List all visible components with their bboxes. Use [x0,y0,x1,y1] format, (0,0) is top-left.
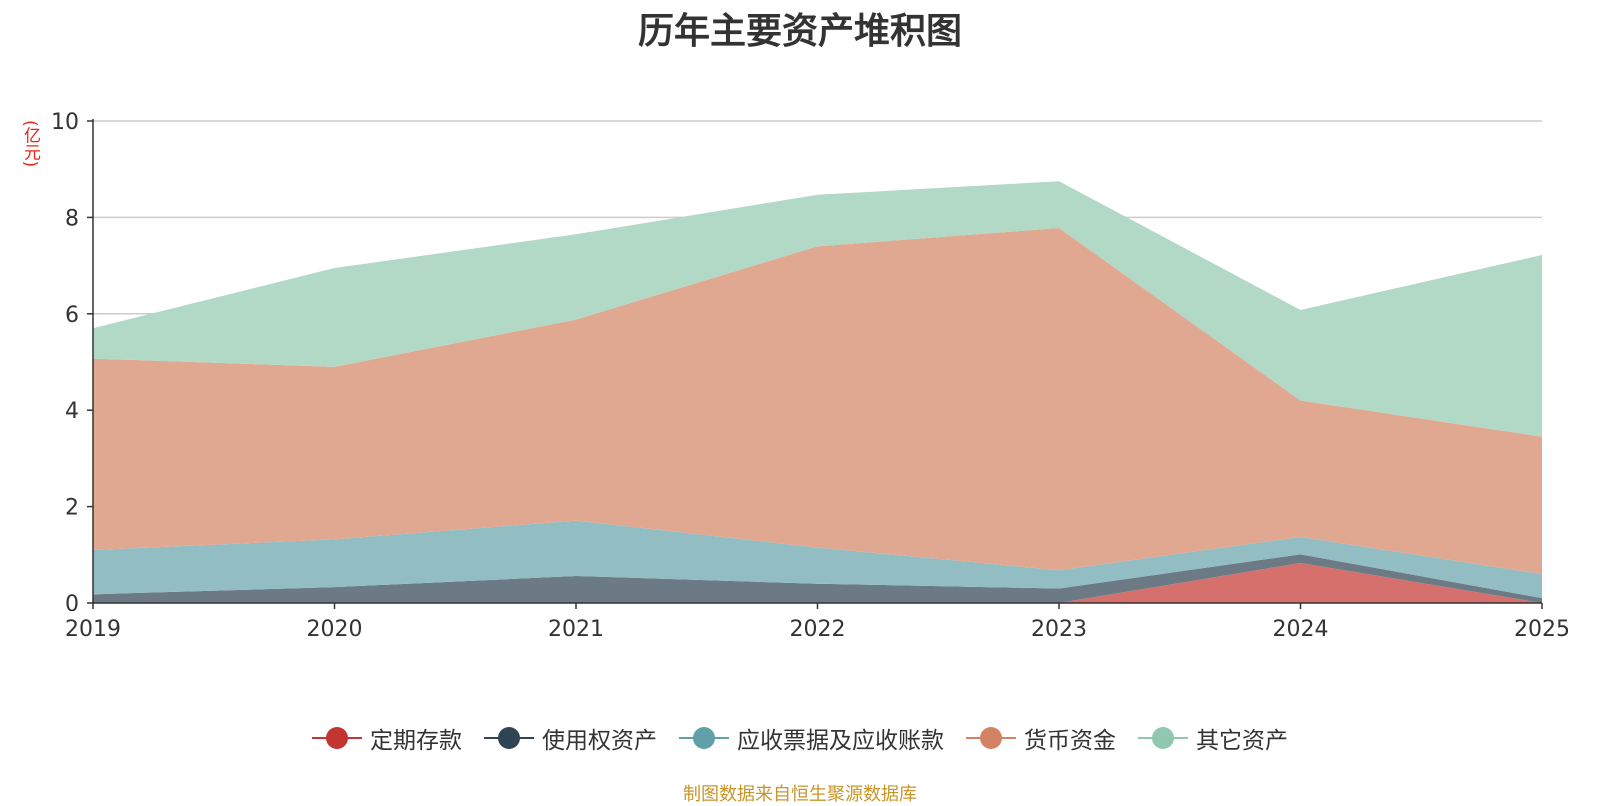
legend-item[interactable]: 使用权资产 [484,721,657,755]
legend-item[interactable]: 货币资金 [966,721,1116,755]
legend-label: 货币资金 [1024,728,1116,754]
area-series-2 [93,520,1542,599]
legend-marker-icon [312,727,362,749]
x-tick-label: 2025 [1514,617,1570,642]
area-series-0 [93,562,1542,603]
x-tick-label: 2023 [1031,617,1087,642]
y-tick-label: 10 [51,110,79,135]
legend-marker-icon [679,727,729,749]
legend-dot [326,727,348,749]
chart-title: 历年主要资产堆积图 [637,11,962,52]
legend-label: 应收票据及应收账款 [737,728,944,754]
x-tick-label: 2021 [548,617,604,642]
y-tick-label: 4 [65,399,79,424]
legend-dot [693,727,715,749]
x-tick-label: 2020 [307,617,363,642]
source-note: 制图数据来自恒生聚源数据库 [683,784,917,805]
legend-marker-icon [484,727,534,749]
legend: 定期存款 使用权资产 应收票据及应收账款 货币资金 其它资产 [0,718,1600,758]
x-tick-label: 2019 [65,617,121,642]
y-tick-label: 8 [65,206,79,231]
y-tick-label: 0 [65,592,79,617]
area-series-3 [93,228,1542,575]
x-tick-label: 2022 [790,617,846,642]
legend-marker-icon [1138,727,1188,749]
axes: 0 2 4 6 8 10 2019 2020 2021 2022 2023 2024 2025 [51,110,1570,642]
stacked-areas [93,181,1542,603]
legend-label: 其它资产 [1196,728,1288,754]
legend-item[interactable]: 其它资产 [1138,721,1288,755]
legend-dot [1152,727,1174,749]
area-series-4 [93,181,1542,437]
legend-label: 使用权资产 [542,728,657,754]
legend-dot [980,727,1002,749]
x-tick-label: 2024 [1273,617,1329,642]
y-tick-label: 6 [65,303,79,328]
legend-dot [498,727,520,749]
legend-marker-icon [966,727,1016,749]
legend-item[interactable]: 应收票据及应收账款 [679,721,944,755]
area-series-1 [93,554,1542,603]
y-tick-label: 2 [65,496,79,521]
legend-item[interactable]: 定期存款 [312,721,462,755]
legend-label: 定期存款 [370,728,462,754]
y-axis-unit: (亿元) [20,120,40,168]
